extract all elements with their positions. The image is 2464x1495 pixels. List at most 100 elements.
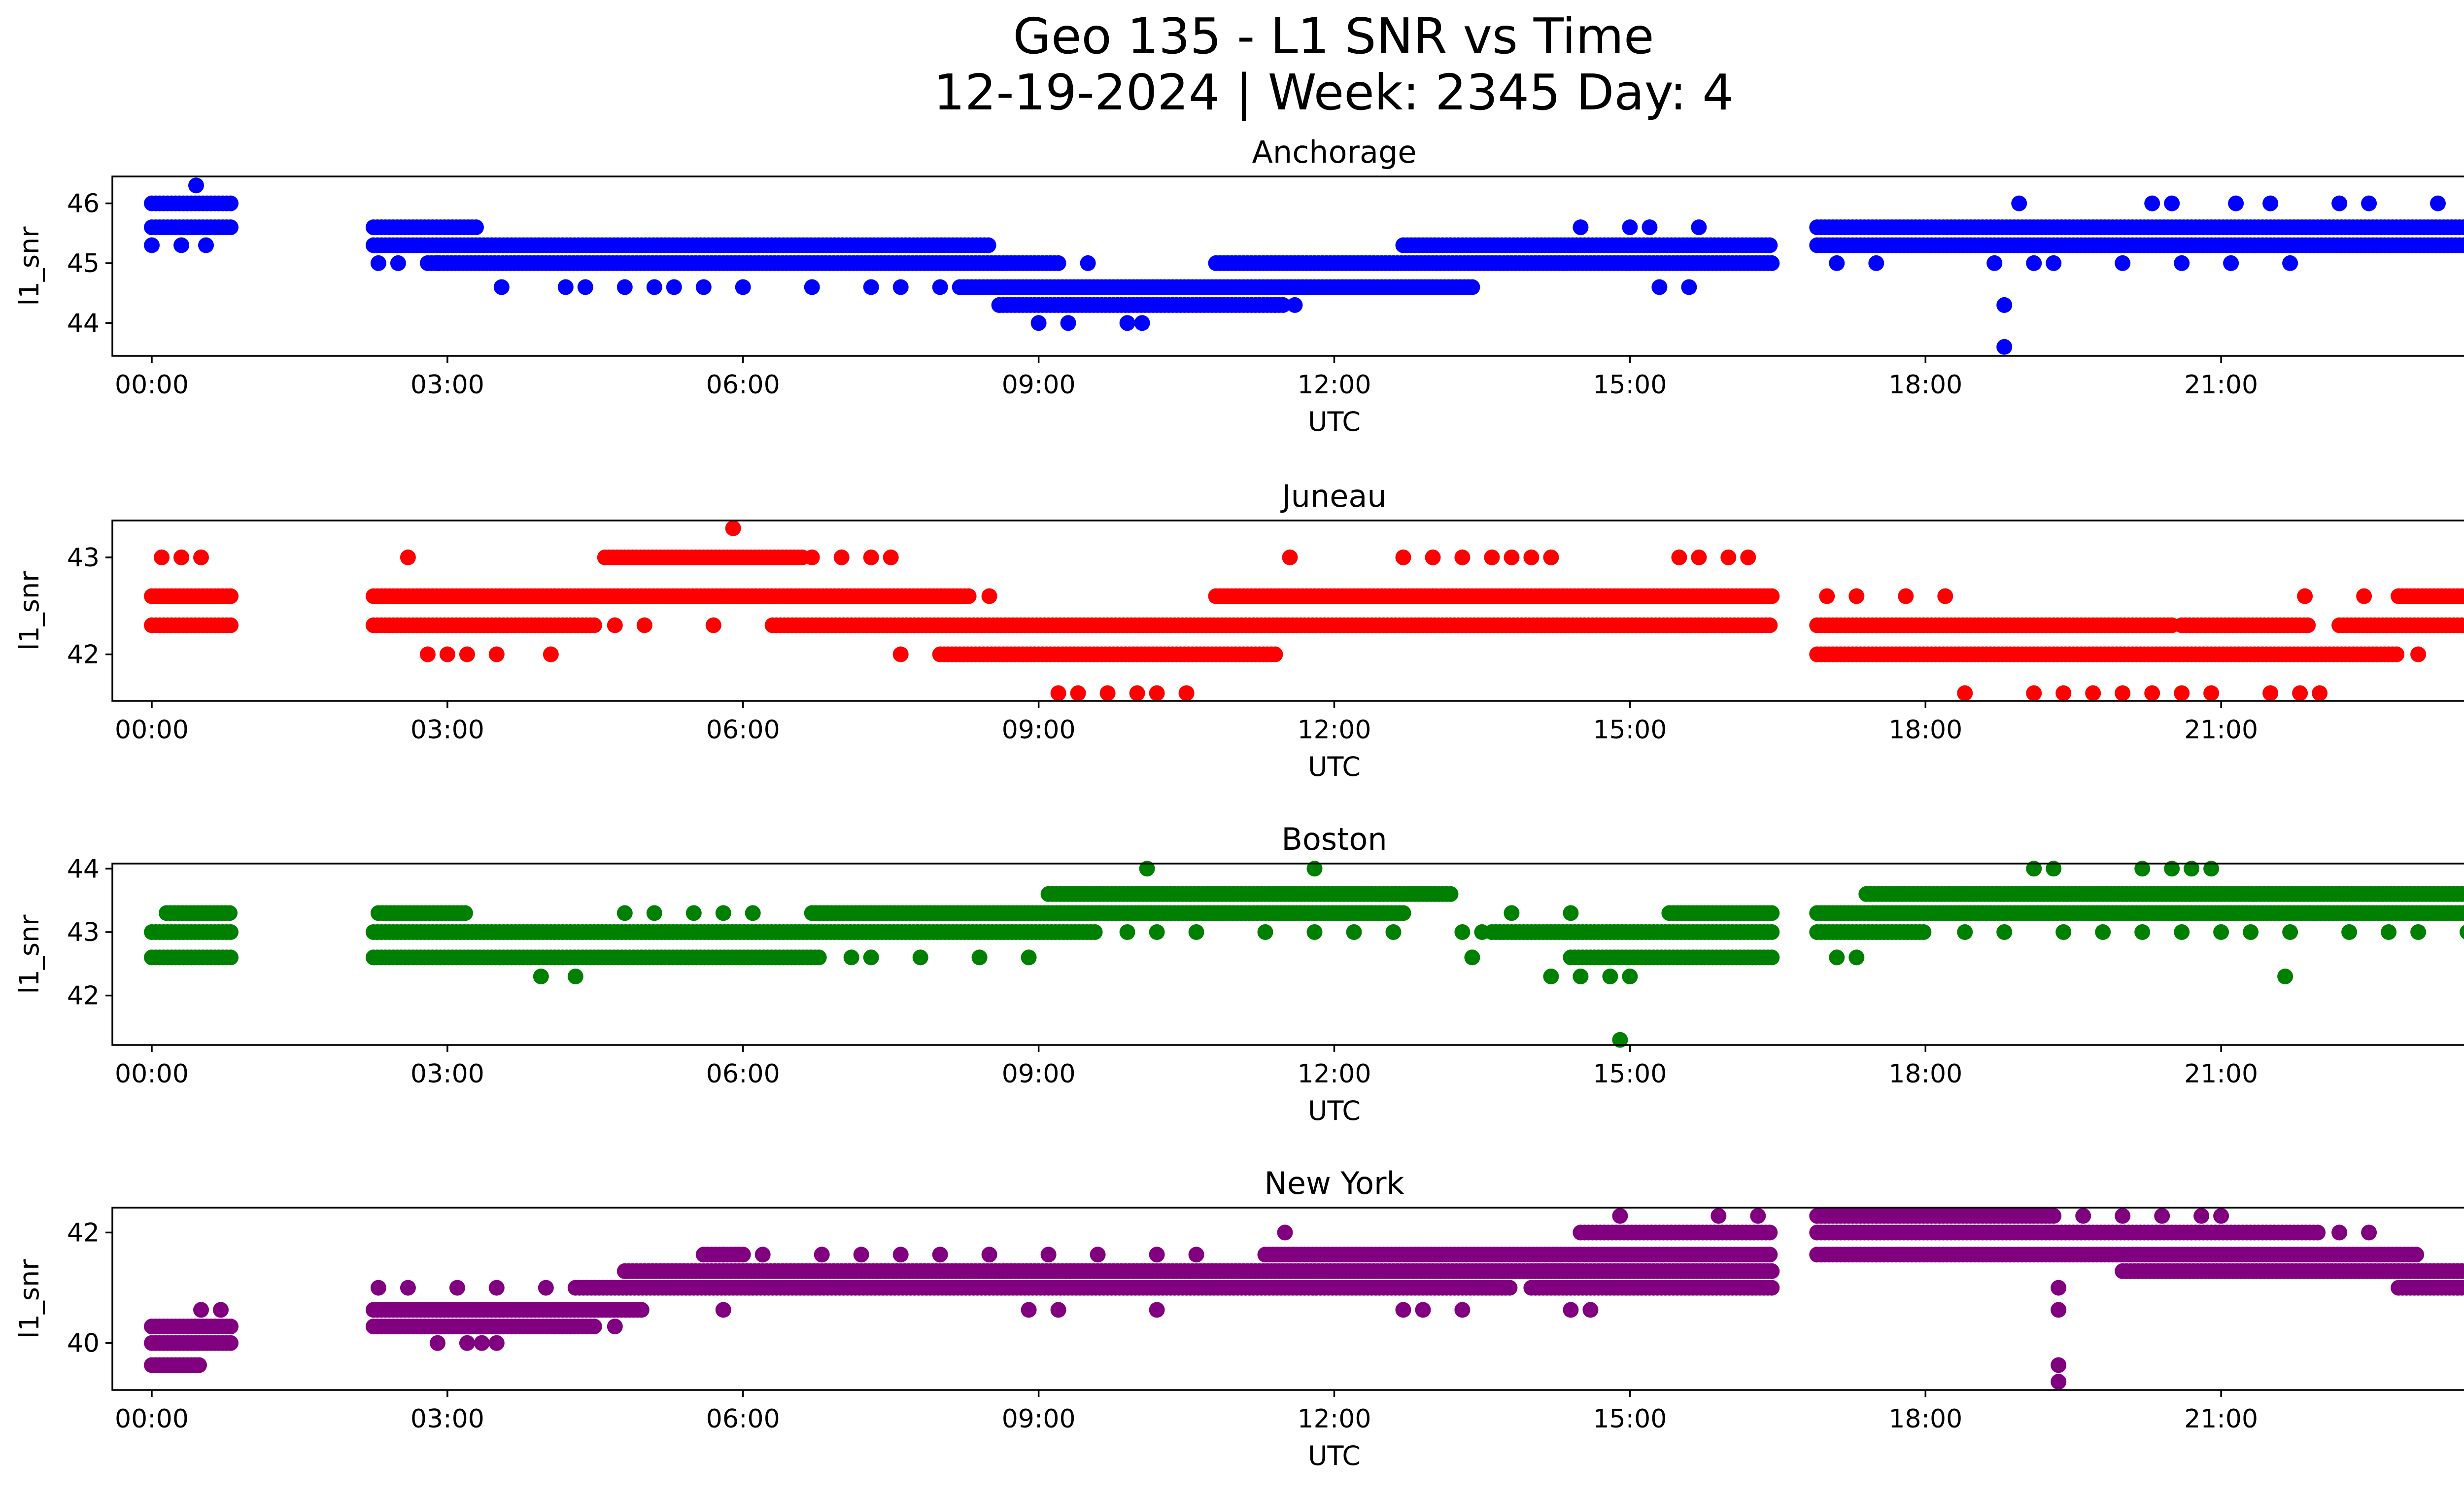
data-band	[1040, 886, 1459, 902]
data-point	[932, 279, 948, 295]
x-tick-label: 06:00	[706, 370, 780, 400]
data-point	[1504, 905, 1520, 921]
data-point	[193, 549, 209, 565]
data-band	[1809, 646, 2405, 662]
data-band	[144, 949, 239, 966]
data-band	[1523, 1280, 1780, 1296]
subplot-title: New York	[1265, 1165, 1404, 1201]
data-point	[567, 969, 583, 984]
data-point	[1454, 924, 1471, 940]
data-point	[2458, 588, 2464, 604]
data-point	[429, 255, 445, 271]
data-point	[1267, 297, 1283, 313]
data-point	[912, 949, 928, 966]
data-point	[1762, 1224, 1778, 1241]
data-band	[144, 617, 239, 633]
data-point	[1543, 549, 1559, 565]
data-point	[1149, 924, 1165, 940]
data-point	[1050, 685, 1066, 701]
data-band	[370, 905, 473, 921]
data-band	[1208, 255, 1780, 271]
data-point	[2410, 646, 2427, 662]
data-point	[883, 549, 899, 565]
data-band	[932, 646, 1283, 662]
data-point	[2213, 924, 2229, 940]
data-point	[1957, 685, 1973, 701]
data-point	[666, 279, 682, 295]
figure-title-line1: Geo 135 - L1 SNR vs Time	[1013, 7, 1654, 65]
data-point	[577, 279, 593, 295]
data-point	[1119, 315, 1135, 331]
data-band	[144, 1335, 239, 1351]
data-point	[863, 549, 879, 565]
data-point	[1385, 924, 1402, 940]
data-band	[597, 549, 810, 565]
data-point	[543, 646, 559, 662]
data-point	[1764, 255, 1780, 271]
data-point	[1740, 549, 1756, 565]
scatter-series	[144, 520, 2464, 701]
y-tick-label: 42	[67, 640, 100, 670]
x-tick-label: 21:00	[2184, 370, 2258, 400]
x-tick-label: 03:00	[411, 715, 484, 745]
data-band	[365, 1319, 602, 1335]
data-point	[1306, 924, 1323, 940]
data-point	[2174, 255, 2190, 271]
data-point	[1898, 588, 1914, 604]
data-band	[159, 905, 238, 921]
x-tick-label: 00:00	[115, 1059, 189, 1089]
data-point	[1442, 886, 1459, 902]
data-point	[1346, 924, 1362, 940]
data-band	[365, 219, 484, 236]
data-band	[991, 297, 1291, 313]
data-point	[223, 924, 239, 940]
y-tick-label: 44	[67, 854, 100, 884]
x-tick-label: 06:00	[706, 715, 780, 745]
data-point	[1080, 255, 1096, 271]
data-band	[2391, 588, 2464, 604]
data-band	[1809, 1247, 2425, 1263]
data-band	[1661, 905, 1780, 921]
data-point	[223, 195, 239, 211]
y-tick-label: 43	[67, 918, 100, 947]
data-point	[1395, 549, 1411, 565]
y-tick-label: 46	[67, 189, 100, 219]
data-point	[685, 905, 702, 921]
data-point	[1070, 685, 1086, 701]
data-band	[1208, 588, 1780, 604]
y-tick-label: 42	[67, 981, 100, 1011]
data-point	[390, 255, 406, 271]
data-point	[1996, 339, 2013, 355]
x-tick-label: 12:00	[1298, 715, 1371, 745]
data-point	[833, 549, 850, 565]
data-point	[2262, 685, 2279, 701]
scatter-series	[144, 177, 2464, 355]
data-point	[2203, 685, 2220, 701]
data-point	[1282, 549, 1298, 565]
data-band	[1573, 1224, 1778, 1241]
data-point	[1464, 279, 1480, 295]
data-point	[1622, 969, 1638, 984]
data-point	[2055, 924, 2072, 940]
data-band	[365, 588, 977, 604]
data-point	[419, 646, 436, 662]
data-point	[1762, 617, 1778, 633]
data-point	[1681, 279, 1697, 295]
data-point	[2292, 685, 2308, 701]
data-point	[1287, 297, 1303, 313]
data-band	[2331, 617, 2464, 633]
data-point	[636, 617, 652, 633]
data-point	[459, 646, 475, 662]
subplot-title: Juneau	[1280, 478, 1386, 514]
data-point	[222, 905, 238, 921]
x-tick-label: 03:00	[411, 370, 484, 400]
data-point	[1563, 905, 1579, 921]
data-point	[1764, 1280, 1780, 1296]
data-point	[2282, 255, 2298, 271]
data-point	[144, 237, 160, 253]
data-point	[1622, 219, 1638, 236]
data-point	[2011, 195, 2027, 211]
x-tick-label: 21:00	[2184, 715, 2258, 745]
